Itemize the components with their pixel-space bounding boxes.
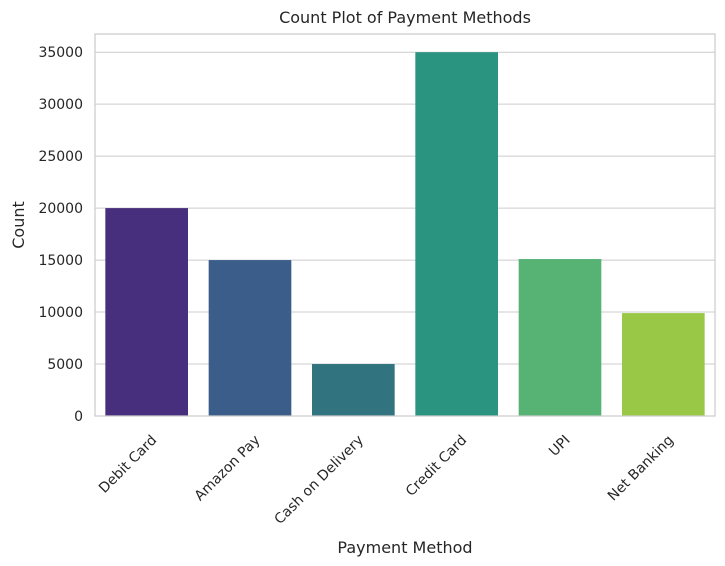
chart-title: Count Plot of Payment Methods <box>279 8 531 27</box>
x-tick-label: Credit Card <box>403 432 470 499</box>
bar-upi <box>518 259 602 416</box>
bar-credit-card <box>415 52 498 416</box>
y-tick-label: 35000 <box>38 45 83 61</box>
x-tick-label: Net Banking <box>605 432 677 504</box>
bar-amazon-pay <box>208 260 292 416</box>
y-tick-label: 10000 <box>38 305 83 321</box>
y-tick-label: 15000 <box>38 253 83 269</box>
x-tick-label: UPI <box>546 432 573 459</box>
y-tick-label: 20000 <box>38 201 83 217</box>
x-tick-label: Debit Card <box>96 432 160 496</box>
x-tick-label: Amazon Pay <box>192 432 264 504</box>
plot-area <box>94 33 716 417</box>
bars <box>105 52 705 416</box>
bar-net-banking <box>622 313 705 416</box>
x-axis-label: Payment Method <box>337 538 472 557</box>
y-tick-labels: 0 5000 10000 15000 20000 25000 30000 35000 <box>38 45 83 425</box>
bar-debit-card <box>105 208 188 416</box>
bar-cash-on-delivery <box>312 364 395 416</box>
y-tick-label: 5000 <box>47 357 83 373</box>
x-tick-label: Cash on Delivery <box>271 432 366 527</box>
y-gridlines <box>95 51 715 417</box>
y-tick-label: 25000 <box>38 149 83 165</box>
y-axis-label: Count <box>9 201 28 249</box>
y-tick-label: 0 <box>74 409 83 425</box>
y-tick-label: 30000 <box>38 97 83 113</box>
x-tick-labels: Debit Card Amazon Pay Cash on Delivery Cred… <box>96 432 677 527</box>
